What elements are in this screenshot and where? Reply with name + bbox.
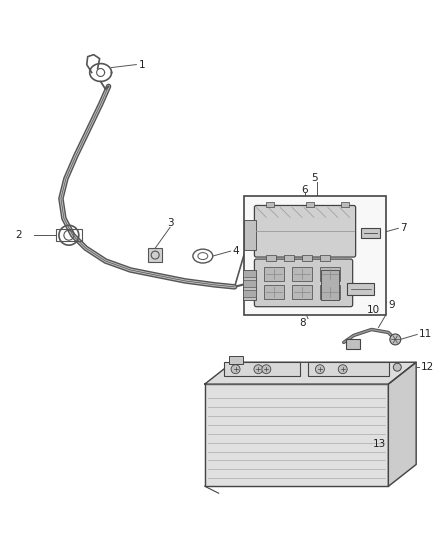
Bar <box>243 290 256 297</box>
Text: 11: 11 <box>419 329 432 340</box>
Circle shape <box>393 364 401 371</box>
Polygon shape <box>205 384 389 486</box>
Text: 4: 4 <box>233 246 239 256</box>
Text: 1: 1 <box>138 60 145 70</box>
Bar <box>244 220 256 250</box>
Bar <box>308 362 389 376</box>
Bar <box>265 285 284 299</box>
Circle shape <box>231 365 240 374</box>
Bar <box>346 340 360 349</box>
Text: 6: 6 <box>302 184 308 195</box>
Bar <box>306 203 314 207</box>
Bar <box>243 270 256 300</box>
Circle shape <box>262 365 271 374</box>
Circle shape <box>254 365 263 374</box>
Text: 2: 2 <box>16 230 22 240</box>
Bar <box>229 356 243 364</box>
Text: 8: 8 <box>300 318 306 328</box>
Bar <box>148 248 162 262</box>
Polygon shape <box>389 362 416 486</box>
Bar <box>292 267 312 281</box>
Bar <box>266 255 276 261</box>
Bar <box>292 285 312 299</box>
FancyBboxPatch shape <box>254 259 353 306</box>
Bar <box>266 203 274 207</box>
Circle shape <box>390 334 401 345</box>
Text: 3: 3 <box>167 219 174 228</box>
Bar <box>320 285 340 299</box>
Bar <box>244 196 386 314</box>
Bar <box>320 267 340 281</box>
Text: 10: 10 <box>367 305 380 314</box>
Text: 5: 5 <box>311 173 318 183</box>
Bar <box>347 283 374 295</box>
Bar <box>284 255 294 261</box>
Bar <box>321 270 339 300</box>
Circle shape <box>315 365 325 374</box>
Bar <box>341 203 349 207</box>
Bar <box>224 362 300 376</box>
Bar <box>205 384 389 486</box>
Bar <box>302 255 312 261</box>
Bar <box>265 267 284 281</box>
Text: 9: 9 <box>389 300 395 310</box>
Text: 13: 13 <box>372 439 386 449</box>
Bar <box>56 229 82 241</box>
Bar <box>360 228 381 238</box>
Polygon shape <box>205 362 416 384</box>
Text: 12: 12 <box>421 362 434 372</box>
Bar <box>320 255 330 261</box>
Text: 7: 7 <box>400 223 407 233</box>
Circle shape <box>338 365 347 374</box>
Bar <box>243 280 256 287</box>
Bar <box>243 270 256 277</box>
FancyBboxPatch shape <box>254 206 356 257</box>
